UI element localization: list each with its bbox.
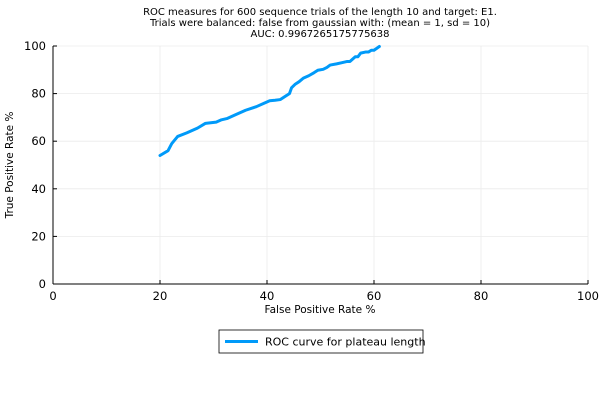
chart-title: ROC measures for 600 sequence trials of …: [143, 7, 497, 40]
legend: ROC curve for plateau length: [218, 329, 426, 354]
x-tick-label: 20: [153, 289, 168, 303]
x-tick-labels: 0 20 40 60 80 100: [49, 289, 599, 303]
x-tick-label: 100: [577, 289, 599, 303]
title-line-3: AUC: 0.9967265175775638: [250, 29, 389, 40]
x-tick-label: 40: [260, 289, 275, 303]
y-tick-label: 80: [31, 87, 46, 101]
grid: [52, 45, 589, 285]
x-tick-label: 0: [49, 289, 56, 303]
title-line-1: ROC measures for 600 sequence trials of …: [143, 7, 497, 18]
title-line-2: Trials were balanced: false from gaussia…: [149, 18, 490, 29]
y-tick-label: 60: [31, 134, 46, 148]
legend-label: ROC curve for plateau length: [265, 336, 426, 349]
axes: [52, 45, 589, 285]
x-axis-label: False Positive Rate %: [265, 304, 376, 316]
legend-box: [218, 329, 424, 354]
y-tick-labels: 0 20 40 60 80 100: [24, 39, 46, 291]
series-layer: [158, 44, 381, 157]
roc-series-line: [158, 44, 381, 157]
y-tick-label: 100: [24, 39, 46, 53]
y-axis-label: True Positive Rate %: [4, 112, 16, 220]
x-tick-label: 60: [367, 289, 382, 303]
y-tick-label: 20: [31, 229, 46, 243]
y-tick-label: 40: [31, 182, 46, 196]
x-tick-label: 80: [474, 289, 489, 303]
y-tick-label: 0: [39, 277, 46, 291]
